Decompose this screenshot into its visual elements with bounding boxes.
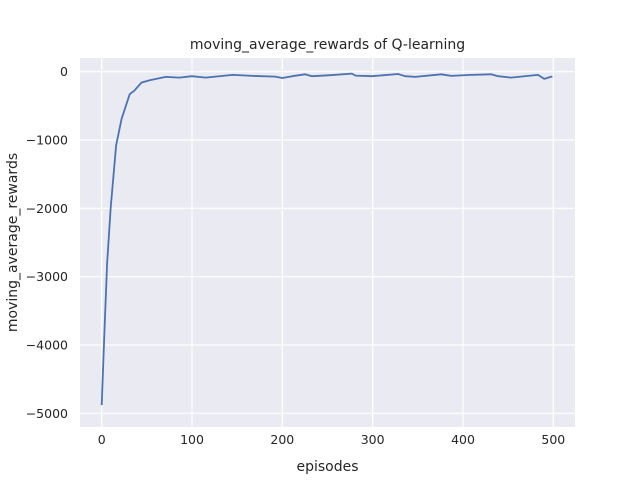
y-tick-label: 0 xyxy=(60,64,68,79)
y-tick-label: −3000 xyxy=(26,269,68,284)
series-group xyxy=(100,72,553,406)
x-tick-label: 300 xyxy=(361,432,385,447)
chart-title: moving_average_rewards of Q-learning xyxy=(190,37,465,53)
x-tick-label: 0 xyxy=(98,432,106,447)
y-tick-label: −5000 xyxy=(26,406,68,421)
y-axis-label: moving_average_rewards xyxy=(5,153,21,332)
y-tick-label: −4000 xyxy=(26,338,68,353)
grid xyxy=(80,58,575,427)
x-tick-label: 500 xyxy=(541,432,565,447)
ticks: 0 100 200 300 400 500 0 −1000 −2000 −3000 −4000 −50… xyxy=(26,64,566,447)
plot-background xyxy=(80,58,575,427)
y-tick-label: −2000 xyxy=(26,201,68,216)
series-line xyxy=(100,72,553,406)
y-tick-label: −1000 xyxy=(26,133,68,148)
x-tick-label: 400 xyxy=(451,432,475,447)
x-tick-label: 200 xyxy=(270,432,294,447)
x-tick-label: 100 xyxy=(180,432,204,447)
x-axis-label: episodes xyxy=(296,459,358,475)
